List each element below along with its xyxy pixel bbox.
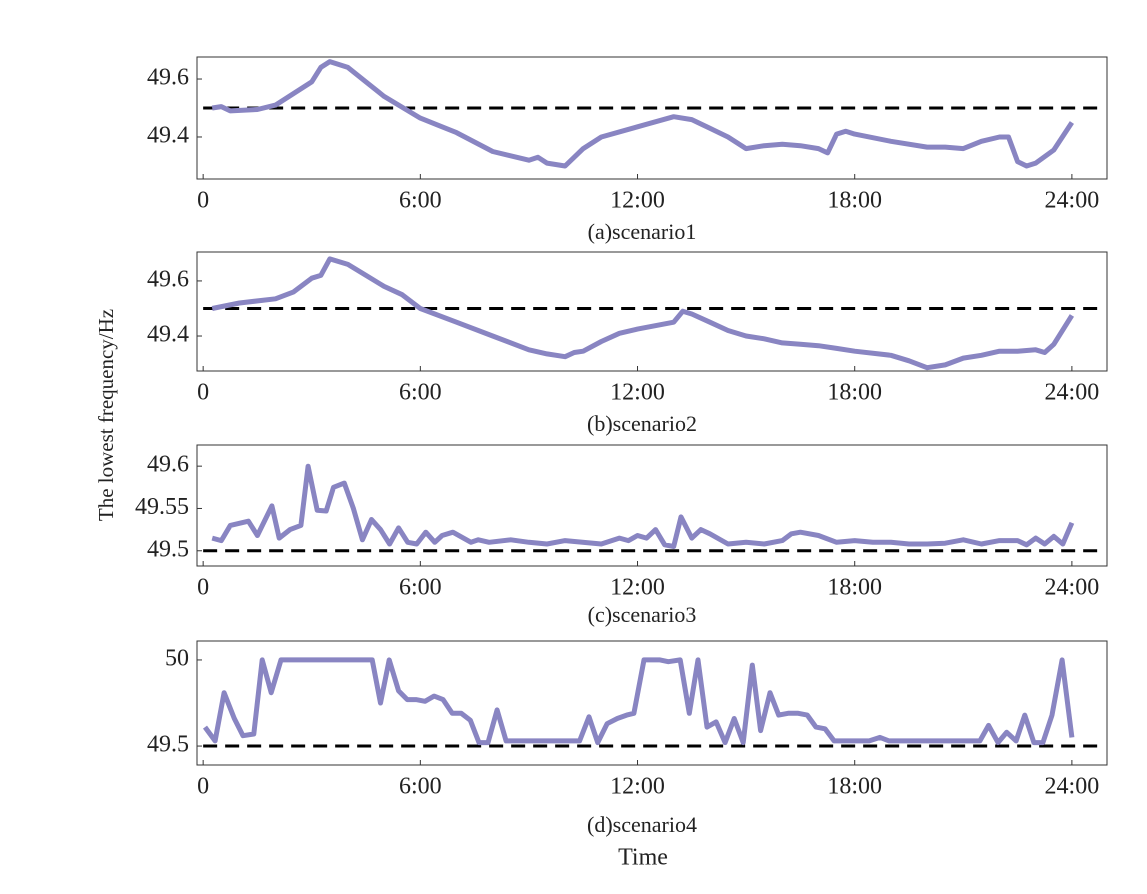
x-tick-label: 0 <box>197 575 209 601</box>
y-tick-label: 49.6 <box>147 452 189 478</box>
y-axis-label: The lowest frequency/Hz <box>94 309 118 521</box>
subplot-caption: (c)scenario3 <box>588 602 697 627</box>
data-line <box>211 256 1075 371</box>
plot-frame <box>196 444 1108 567</box>
y-tick-label: 49.5 <box>147 732 189 758</box>
x-tick-label: 12:00 <box>610 380 665 406</box>
x-tick-label: 6:00 <box>399 188 442 214</box>
x-tick-label: 0 <box>197 774 209 800</box>
y-tick-label: 49.6 <box>147 266 189 292</box>
y-tick-label: 49.6 <box>147 65 189 91</box>
subplot-caption: (b)scenario2 <box>587 411 697 436</box>
y-tick-label: 49.55 <box>135 494 189 520</box>
subplot-caption: (d)scenario4 <box>587 812 697 837</box>
subplot-caption: (a)scenario1 <box>588 219 697 244</box>
x-tick-label: 6:00 <box>399 575 442 601</box>
x-axis-label: Time <box>618 845 668 871</box>
data-line <box>211 59 1074 169</box>
x-tick-label: 0 <box>197 188 209 214</box>
data-line <box>202 657 1075 746</box>
y-tick-label: 49.5 <box>147 536 189 562</box>
data-line <box>211 463 1075 549</box>
x-tick-label: 12:00 <box>610 575 665 601</box>
x-tick-label: 6:00 <box>399 774 442 800</box>
x-tick-label: 12:00 <box>610 774 665 800</box>
plot-frame <box>196 56 1108 180</box>
x-tick-label: 6:00 <box>399 380 442 406</box>
y-tick-label: 49.4 <box>147 122 189 148</box>
x-tick-label: 24:00 <box>1045 774 1100 800</box>
y-tick-label: 50 <box>165 645 189 671</box>
x-tick-label: 18:00 <box>827 774 882 800</box>
x-tick-label: 18:00 <box>827 380 882 406</box>
x-tick-label: 18:00 <box>827 575 882 601</box>
plot-frame <box>196 640 1108 766</box>
y-tick-label: 49.4 <box>147 322 189 348</box>
x-tick-label: 24:00 <box>1045 188 1100 214</box>
x-tick-label: 24:00 <box>1045 575 1100 601</box>
plot-frame <box>196 251 1108 372</box>
x-tick-label: 0 <box>197 380 209 406</box>
x-tick-label: 24:00 <box>1045 380 1100 406</box>
x-tick-label: 12:00 <box>610 188 665 214</box>
x-tick-label: 18:00 <box>827 188 882 214</box>
